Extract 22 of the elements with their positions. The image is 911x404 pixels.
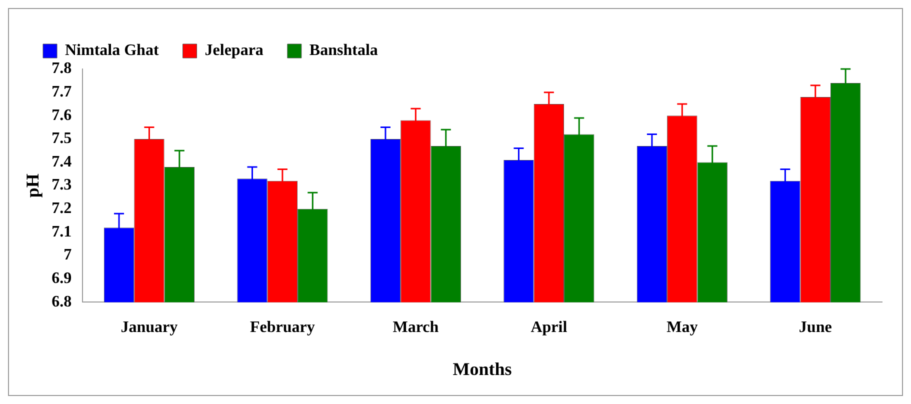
y-axis-title: pH <box>22 174 42 198</box>
legend-label: Jelepara <box>204 42 264 60</box>
y-tick-label: 7.3 <box>52 176 72 194</box>
y-tick-label: 7.1 <box>52 223 72 240</box>
x-tick-label: March <box>392 318 439 336</box>
x-tick-label: April <box>530 318 568 336</box>
x-axis-title: Months <box>452 358 512 379</box>
x-tick-label: January <box>120 318 178 336</box>
legend-label: Nimtala Ghat <box>65 42 160 60</box>
y-tick-label: 6.8 <box>52 293 72 310</box>
x-tick-label: May <box>666 318 698 336</box>
y-tick-label: 7.2 <box>52 200 72 218</box>
y-tick-label: 7.4 <box>52 153 72 170</box>
y-tick-label: 6.9 <box>52 270 72 288</box>
y-tick-label: 7.5 <box>52 130 72 148</box>
y-tick-label: 7.6 <box>52 106 72 124</box>
y-tick-label: 7.8 <box>52 60 72 78</box>
legend-label: Banshtala <box>309 42 378 60</box>
x-tick-label: February <box>250 318 315 336</box>
y-tick-label: 7.7 <box>52 83 72 100</box>
y-tick-label: 7 <box>64 246 72 264</box>
x-tick-label: June <box>798 318 832 336</box>
